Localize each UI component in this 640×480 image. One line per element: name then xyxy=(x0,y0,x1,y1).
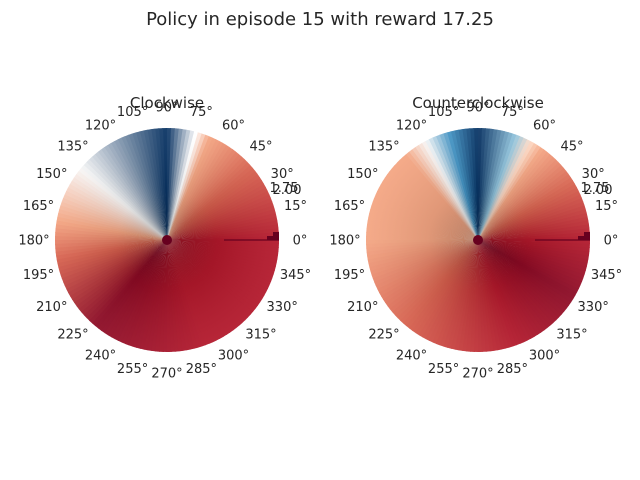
theta-tick-label: 180° xyxy=(18,234,49,249)
theta-tick-label: 15° xyxy=(284,199,307,214)
theta-tick-label: 345° xyxy=(280,268,311,283)
theta-tick-label: 60° xyxy=(222,118,245,133)
theta-tick-label: 315° xyxy=(245,328,276,343)
theta-tick-label: 105° xyxy=(117,105,148,120)
theta-tick-label: 45° xyxy=(249,140,272,155)
theta-tick-label: 45° xyxy=(560,140,583,155)
theta-tick-label: 225° xyxy=(57,328,88,343)
center-hub xyxy=(473,235,483,245)
theta-tick-label: 90° xyxy=(466,101,489,116)
theta-tick-label: 90° xyxy=(155,101,178,116)
theta-tick-label: 120° xyxy=(396,118,427,133)
theta-tick-label: 285° xyxy=(186,362,217,377)
theta-tick-label: 240° xyxy=(396,349,427,364)
subplot-title: Counterclockwise xyxy=(412,94,544,112)
theta-tick-label: 255° xyxy=(117,362,148,377)
theta-tick-label: 135° xyxy=(57,140,88,155)
theta-tick-label: 75° xyxy=(501,105,524,120)
figure-title: Policy in episode 15 with reward 17.25 xyxy=(146,9,494,30)
polar-panel-counterclockwise: 0° 15° 30° 45° 60° 75° 90° 105°120° 135° 150° 165°… xyxy=(329,94,622,382)
center-hub xyxy=(162,235,172,245)
theta-tick-label: 195° xyxy=(23,268,54,283)
theta-tick-label: 330° xyxy=(578,300,609,315)
theta-tick-label: 195° xyxy=(334,268,365,283)
radial-tick-label: 1.75 xyxy=(270,181,299,196)
theta-tick-label: 150° xyxy=(347,167,378,182)
theta-tick-label: 180° xyxy=(329,234,360,249)
rim-marker xyxy=(267,236,273,240)
theta-tick-label: 270° xyxy=(151,367,182,382)
theta-tick-label: 270° xyxy=(462,367,493,382)
theta-tick-label: 15° xyxy=(595,199,618,214)
theta-tick-label: 0° xyxy=(293,234,308,249)
radial-tick-label: 2.00 xyxy=(584,183,613,198)
theta-tick-label: 300° xyxy=(529,349,560,364)
theta-tick-label: 150° xyxy=(36,167,67,182)
rim-marker xyxy=(578,236,584,240)
theta-tick-label: 30° xyxy=(582,167,605,182)
theta-tick-label: 120° xyxy=(85,118,116,133)
theta-tick-label: 345° xyxy=(591,268,622,283)
theta-tick-label: 105° xyxy=(428,105,459,120)
theta-tick-label: 75° xyxy=(190,105,213,120)
radial-tick-label: 2.00 xyxy=(273,183,302,198)
theta-tick-label: 330° xyxy=(267,300,298,315)
subplot-title: Clockwise xyxy=(130,94,204,112)
theta-tick-label: 315° xyxy=(556,328,587,343)
theta-tick-label: 210° xyxy=(347,300,378,315)
theta-tick-label: 165° xyxy=(23,199,54,214)
theta-tick-label: 300° xyxy=(218,349,249,364)
theta-tick-label: 225° xyxy=(368,328,399,343)
theta-tick-label: 240° xyxy=(85,349,116,364)
radial-tick-label: 1.75 xyxy=(581,181,610,196)
rim-marker xyxy=(584,232,590,240)
theta-tick-label: 165° xyxy=(334,199,365,214)
polar-panel-clockwise: 0° 15° 30° 45° 60° 75° 90° 105°120° 135° 150° 165°… xyxy=(18,94,311,382)
theta-tick-label: 60° xyxy=(533,118,556,133)
theta-tick-label: 255° xyxy=(428,362,459,377)
theta-tick-label: 135° xyxy=(368,140,399,155)
theta-tick-label: 0° xyxy=(604,234,619,249)
theta-tick-label: 210° xyxy=(36,300,67,315)
theta-tick-label: 285° xyxy=(497,362,528,377)
theta-tick-label: 30° xyxy=(271,167,294,182)
rim-marker xyxy=(273,232,279,240)
